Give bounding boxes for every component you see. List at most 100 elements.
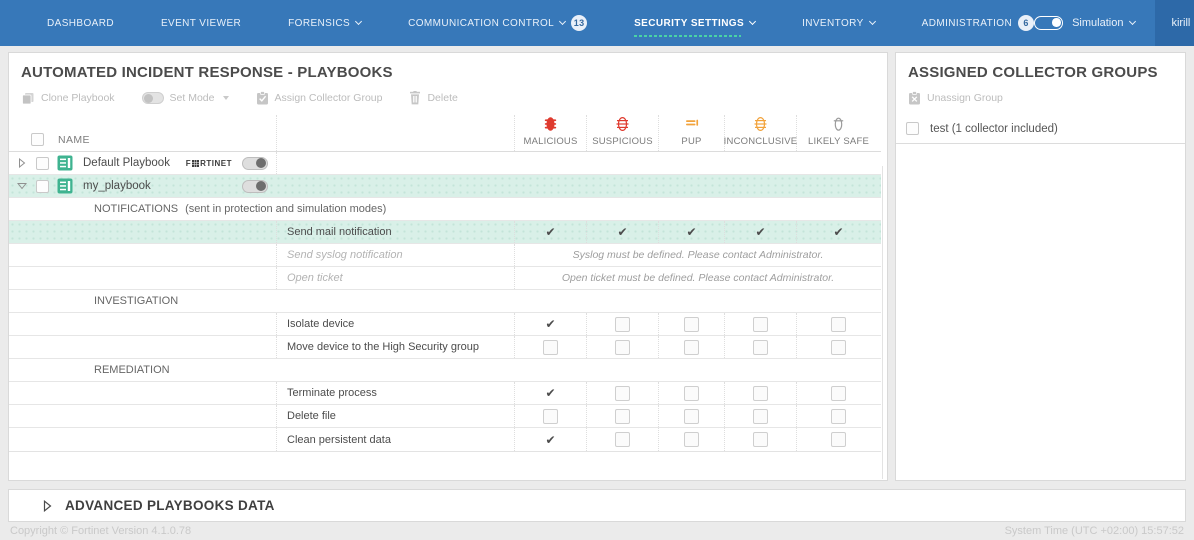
delete-label: Delete xyxy=(427,92,457,104)
chevron-down-icon xyxy=(749,18,756,25)
fortinet-grid-logo-icon[interactable] xyxy=(15,12,19,34)
chevron-down-icon xyxy=(559,18,566,25)
nav-item-dashboard[interactable]: DASHBOARD xyxy=(47,18,114,29)
simulation-mode-selector[interactable]: Simulation xyxy=(1072,17,1135,29)
unchecked-box[interactable] xyxy=(796,382,880,404)
unassign-group-button[interactable]: Unassign Group xyxy=(908,91,1003,105)
delete-button[interactable]: Delete xyxy=(409,91,457,105)
playbook-enabled-toggle[interactable] xyxy=(242,157,268,170)
clone-playbook-button[interactable]: Clone Playbook xyxy=(21,92,115,105)
unchecked-box[interactable] xyxy=(724,405,796,427)
nav-item-administration[interactable]: ADMINISTRATION6 xyxy=(922,15,1034,31)
system-time: System Time (UTC +02:00) 15:57:52 xyxy=(1005,525,1184,537)
nav-item-inventory[interactable]: INVENTORY xyxy=(802,18,875,29)
unchecked-box[interactable] xyxy=(658,405,724,427)
checked-mark[interactable]: ✔ xyxy=(796,221,880,243)
empty-cell xyxy=(9,267,276,289)
empty-cell xyxy=(9,405,276,427)
unchecked-box[interactable] xyxy=(796,336,880,358)
unchecked-box[interactable] xyxy=(796,313,880,335)
unchecked-box[interactable] xyxy=(514,405,586,427)
empty-cell xyxy=(276,152,881,174)
action-label-cell: Clean persistent data xyxy=(276,428,514,451)
checked-mark[interactable]: ✔ xyxy=(514,428,586,451)
inconclusive-icon xyxy=(754,116,767,132)
row-checkbox[interactable] xyxy=(36,157,49,170)
unchecked-box[interactable] xyxy=(658,313,724,335)
checked-mark[interactable]: ✔ xyxy=(514,313,586,335)
user-menu[interactable]: kirill xyxy=(1155,0,1194,46)
playbook-enabled-toggle[interactable] xyxy=(242,180,268,193)
playbook-name: Default Playbook xyxy=(83,157,170,169)
unchecked-box[interactable] xyxy=(724,428,796,451)
playbook-name-cell: Default Playbook FRTINET xyxy=(9,152,276,174)
nav-item-event-viewer[interactable]: EVENT VIEWER xyxy=(161,18,241,29)
column-label: SUSPICIOUS xyxy=(592,136,653,147)
scrollbar-track[interactable] xyxy=(882,166,883,479)
action-label-cell: Move device to the High Security group xyxy=(276,336,514,358)
unchecked-box[interactable] xyxy=(658,336,724,358)
action-label-cell: Delete file xyxy=(276,405,514,427)
expand-icon[interactable] xyxy=(15,158,28,168)
section-title: INVESTIGATION xyxy=(94,295,178,307)
unchecked-box[interactable] xyxy=(586,382,658,404)
collapse-icon[interactable] xyxy=(15,182,28,190)
unchecked-box[interactable] xyxy=(586,336,658,358)
assign-collector-group-button[interactable]: Assign Collector Group xyxy=(256,91,383,105)
simulation-mode-toggle[interactable] xyxy=(1034,16,1063,30)
playbook-icon xyxy=(57,178,73,194)
action-disabled-message: Open ticket must be defined. Please cont… xyxy=(514,267,881,289)
playbooks-toolbar: Clone Playbook Set Mode Assign Collector… xyxy=(9,88,887,115)
collector-groups-panel: ASSIGNED COLLECTOR GROUPS Unassign Group… xyxy=(895,52,1186,481)
column-header-suspicious: SUSPICIOUS xyxy=(586,115,658,151)
chevron-down-icon xyxy=(869,18,876,25)
row-checkbox[interactable] xyxy=(36,180,49,193)
trash-icon xyxy=(409,91,421,105)
action-row-delete-file: Delete file xyxy=(9,405,881,428)
unchecked-box[interactable] xyxy=(586,428,658,451)
empty-cell xyxy=(276,175,881,197)
unchecked-box[interactable] xyxy=(586,405,658,427)
checked-mark[interactable]: ✔ xyxy=(724,221,796,243)
nav-item-forensics[interactable]: FORENSICS xyxy=(288,18,361,29)
checked-mark[interactable]: ✔ xyxy=(514,382,586,404)
nav-label: INVENTORY xyxy=(802,18,864,29)
unchecked-box[interactable] xyxy=(658,382,724,404)
unchecked-box[interactable] xyxy=(724,382,796,404)
unchecked-box[interactable] xyxy=(796,428,880,451)
playbook-name-cell: my_playbook xyxy=(9,175,276,197)
checked-mark[interactable]: ✔ xyxy=(586,221,658,243)
nav-label: SECURITY SETTINGS xyxy=(634,18,744,29)
set-mode-control[interactable]: Set Mode xyxy=(142,92,229,104)
group-checkbox[interactable] xyxy=(906,122,919,135)
assign-icon xyxy=(256,91,269,105)
suspicious-icon xyxy=(616,116,629,132)
checked-mark[interactable]: ✔ xyxy=(658,221,724,243)
nav-item-security-settings[interactable]: SECURITY SETTINGS xyxy=(634,18,755,29)
checked-mark[interactable]: ✔ xyxy=(514,221,586,243)
action-label-cell: Send mail notification xyxy=(276,221,514,243)
section-title: NOTIFICATIONS xyxy=(94,203,178,215)
unchecked-box[interactable] xyxy=(586,313,658,335)
unchecked-box[interactable] xyxy=(514,336,586,358)
fortinet-wordmark: FRTINET xyxy=(186,159,232,168)
count-badge: 13 xyxy=(571,15,587,31)
advanced-playbooks-section[interactable]: ADVANCED PLAYBOOKS DATA xyxy=(8,489,1186,522)
playbooks-panel: AUTOMATED INCIDENT RESPONSE - PLAYBOOKS … xyxy=(8,52,888,481)
set-mode-toggle-icon xyxy=(142,92,164,104)
severity-cells: ✔ xyxy=(514,428,881,451)
empty-cell xyxy=(9,313,276,335)
expand-icon[interactable] xyxy=(43,500,52,512)
select-all-checkbox[interactable] xyxy=(31,133,44,146)
unchecked-box[interactable] xyxy=(724,336,796,358)
advanced-section-title: ADVANCED PLAYBOOKS DATA xyxy=(65,498,275,513)
unchecked-box[interactable] xyxy=(658,428,724,451)
nav-item-communication-control[interactable]: COMMUNICATION CONTROL13 xyxy=(408,15,587,31)
clone-icon xyxy=(21,92,35,105)
column-header-pup: PUP xyxy=(658,115,724,151)
name-header-cell: NAME xyxy=(9,115,276,151)
unchecked-box[interactable] xyxy=(796,405,880,427)
playbook-row-default: Default Playbook FRTINET xyxy=(9,152,881,175)
collector-group-row[interactable]: test (1 collector included) xyxy=(896,115,1185,144)
unchecked-box[interactable] xyxy=(724,313,796,335)
